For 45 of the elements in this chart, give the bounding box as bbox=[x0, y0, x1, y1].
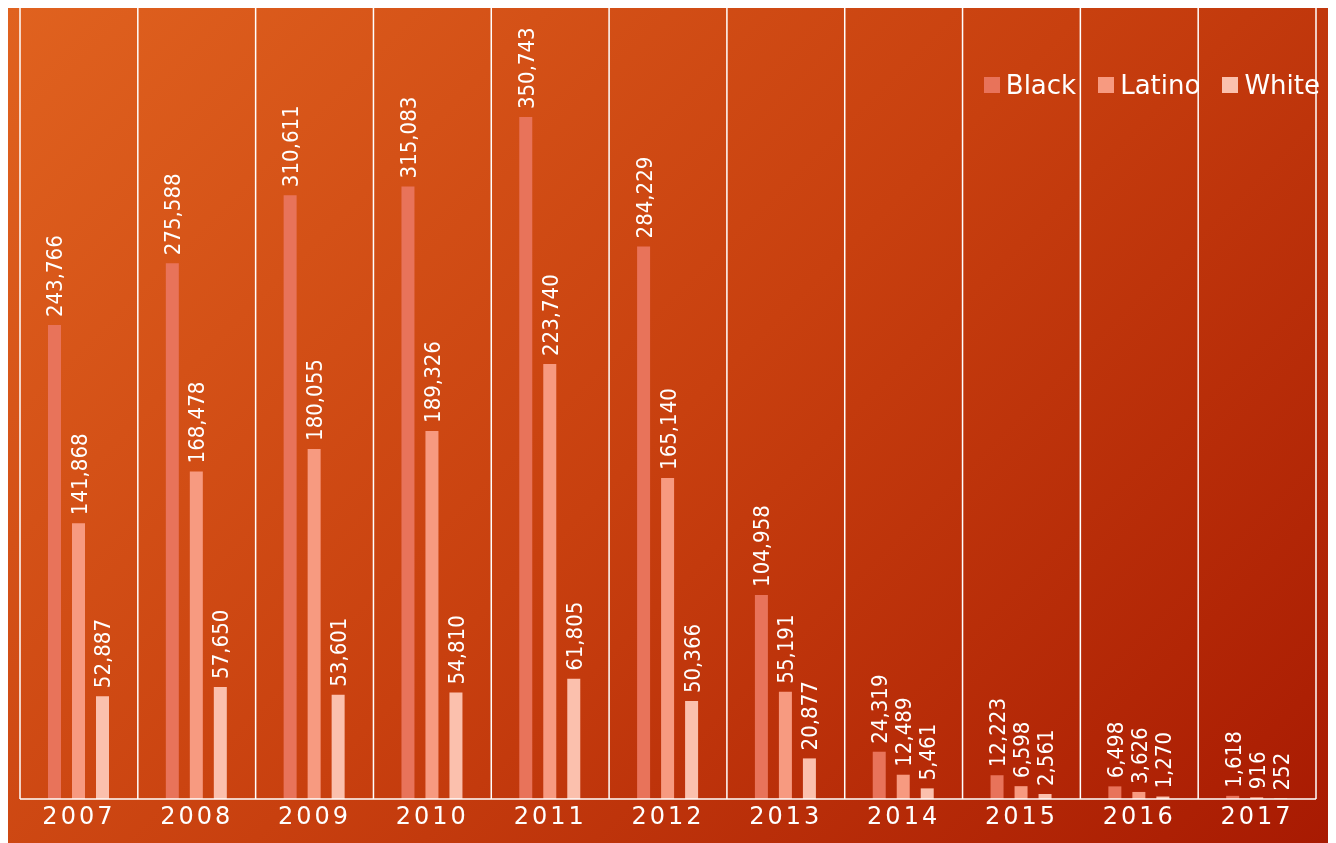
data-label: 12,489 bbox=[891, 697, 917, 767]
data-label: 284,229 bbox=[631, 156, 657, 239]
data-label: 1,270 bbox=[1150, 731, 1176, 789]
data-label: 52,887 bbox=[90, 618, 116, 689]
data-label: 54,810 bbox=[443, 615, 469, 685]
data-label: 315,083 bbox=[395, 96, 421, 179]
data-label: 6,598 bbox=[1009, 721, 1035, 779]
data-label: 252 bbox=[1268, 752, 1294, 791]
x-tick-label: 2007 bbox=[42, 802, 116, 831]
data-label: 50,366 bbox=[679, 623, 705, 694]
x-tick-label: 2014 bbox=[867, 802, 941, 831]
data-label: 24,319 bbox=[867, 674, 893, 744]
data-label: 916 bbox=[1244, 751, 1270, 790]
data-label: 5,461 bbox=[915, 723, 941, 781]
data-label: 6,498 bbox=[1102, 721, 1128, 779]
x-tick-label: 2011 bbox=[513, 802, 587, 831]
data-label: 20,877 bbox=[797, 681, 823, 751]
x-tick-label: 2013 bbox=[749, 802, 823, 831]
legend-label: Black bbox=[1004, 70, 1077, 100]
data-label: 1,618 bbox=[1220, 731, 1246, 788]
x-tick-label: 2015 bbox=[984, 802, 1058, 831]
data-label: 243,766 bbox=[42, 235, 68, 318]
data-label: 3,626 bbox=[1126, 727, 1152, 784]
data-label: 53,601 bbox=[326, 617, 352, 687]
data-label: 104,958 bbox=[749, 505, 775, 587]
data-label: 275,588 bbox=[160, 173, 186, 256]
x-tick-label: 2008 bbox=[160, 802, 234, 831]
data-label: 61,805 bbox=[561, 601, 587, 671]
data-label: 350,743 bbox=[513, 27, 539, 110]
x-tick-label: 2016 bbox=[1102, 802, 1176, 831]
data-label: 223,740 bbox=[537, 274, 563, 357]
x-tick-label: 2010 bbox=[395, 802, 469, 831]
data-label: 310,611 bbox=[278, 105, 304, 188]
x-tick-label: 2009 bbox=[278, 802, 352, 831]
x-tick-label: 2017 bbox=[1220, 802, 1294, 831]
data-label: 168,478 bbox=[184, 381, 210, 464]
data-label: 180,055 bbox=[302, 359, 328, 441]
data-label: 165,140 bbox=[655, 388, 681, 470]
data-label: 12,223 bbox=[985, 698, 1011, 768]
data-label: 189,326 bbox=[419, 341, 445, 423]
x-tick-label: 2012 bbox=[631, 802, 705, 831]
data-label: 57,650 bbox=[208, 609, 234, 679]
data-label: 2,561 bbox=[1033, 729, 1059, 787]
data-label: 141,868 bbox=[66, 433, 92, 516]
data-label: 55,191 bbox=[773, 614, 799, 684]
